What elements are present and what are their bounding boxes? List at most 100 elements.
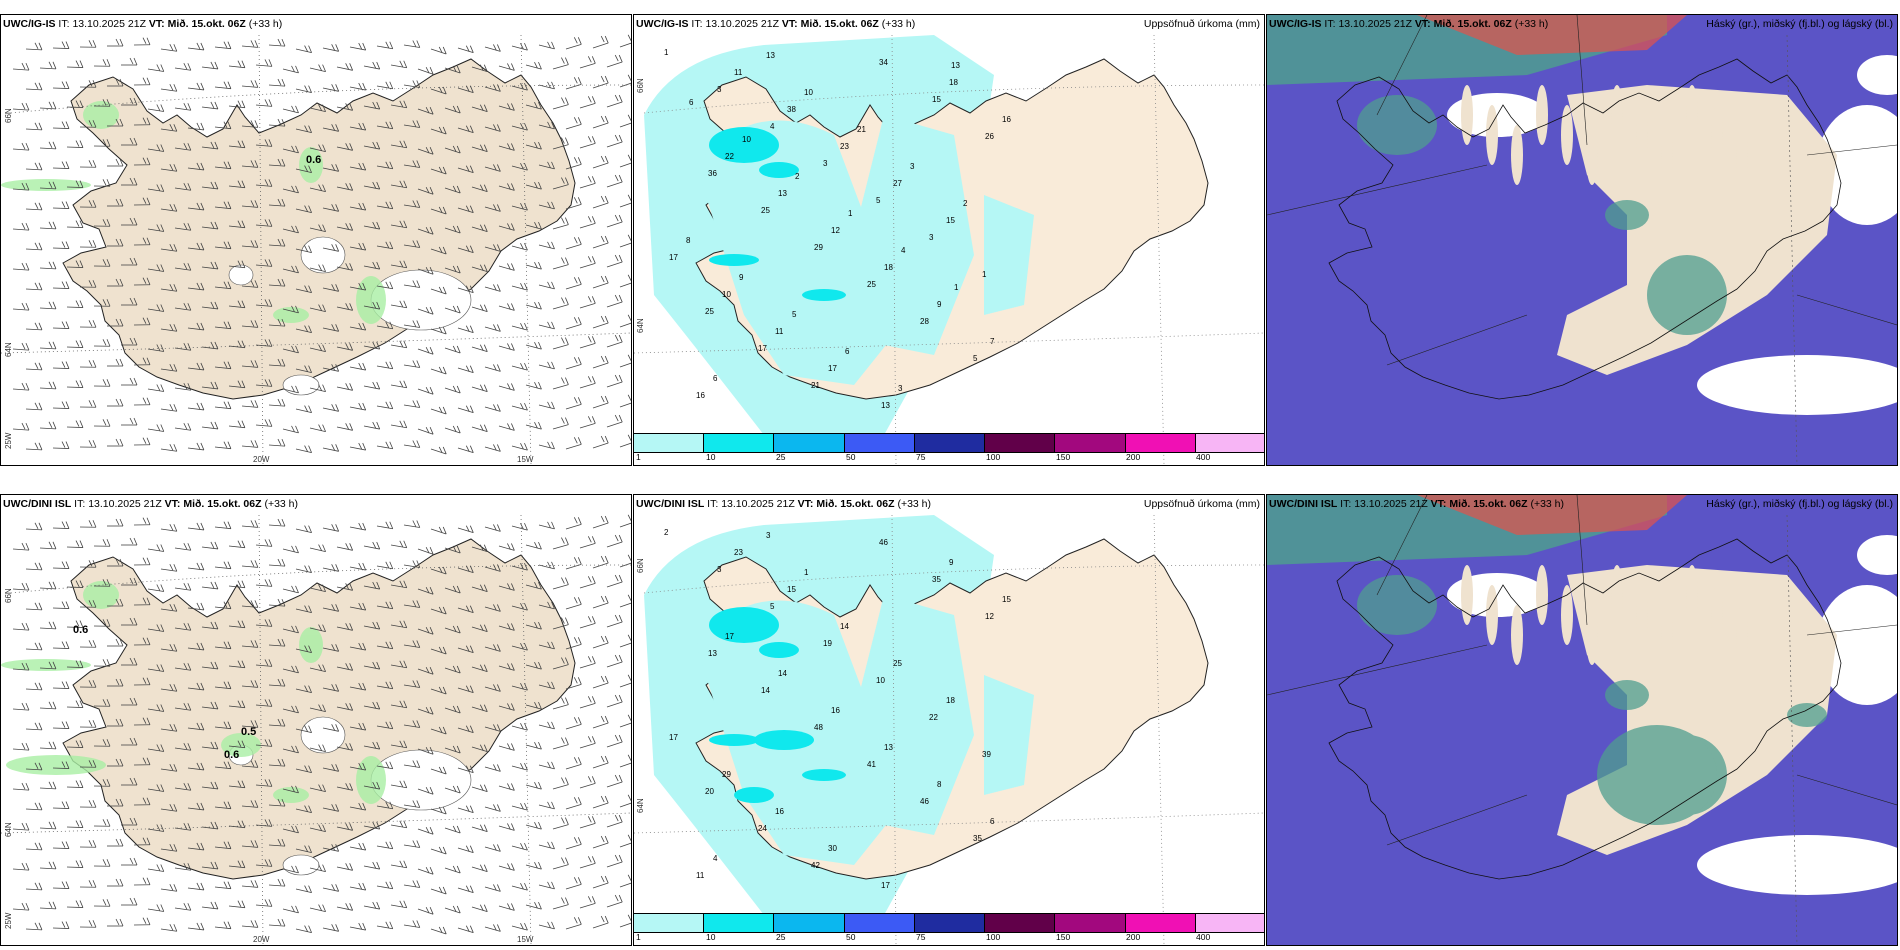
precip-value-label: 7 (990, 337, 995, 346)
precip-value-label: 16 (1002, 115, 1011, 124)
light-precip-areas (1, 101, 386, 324)
scale-tick-label: 50 (846, 932, 856, 942)
precip-value-label: 6 (689, 98, 694, 107)
scale-swatch (774, 434, 845, 452)
precip-value-label: 34 (879, 58, 888, 67)
precip-value-label: 19 (823, 639, 832, 648)
precip-value-label: 36 (708, 169, 717, 178)
precip-value-label: 10 (722, 290, 731, 299)
cloud-panel-dini: UWC/DINI ISL IT: 13.10.2025 21Z VT: Mið.… (1266, 494, 1898, 946)
precip-value-label: 18 (884, 263, 893, 272)
precip-value-label: 6 (713, 374, 718, 383)
precip-value-label: 9 (937, 300, 942, 309)
precip-color-scale: 1 10 25 50 75 100 150 200 400 (634, 433, 1264, 465)
scale-swatch (774, 914, 845, 932)
precip-value-label: 1 (804, 568, 809, 577)
precip-value-label: 17 (669, 253, 678, 262)
scale-tick-label: 100 (986, 932, 1001, 942)
precip-value-label: 9 (949, 558, 954, 567)
scale-swatch (634, 914, 705, 932)
precip-value-label: 35 (973, 834, 982, 843)
graticule (634, 34, 1264, 465)
graticule-label: 64N (636, 318, 645, 333)
graticule-label: 64N (636, 798, 645, 813)
iceland-landmass (62, 538, 576, 880)
scale-swatch (634, 434, 705, 452)
precip-value-label: 17 (881, 881, 890, 890)
scale-swatch (1125, 434, 1196, 452)
land-visible-streaks (1461, 85, 1748, 185)
clear-sky-areas (1447, 55, 1897, 415)
scale-tick-label: 10 (706, 932, 716, 942)
precip-value-label: 14 (840, 622, 849, 631)
graticule-label: 20W (253, 455, 270, 464)
precip-value-label: 10 (742, 135, 751, 144)
precip-field-land (696, 115, 1034, 386)
wind-panel-ig-is: 0.6 20W 15W 66N 64N 25W UWC/IG-IS IT: 13.10.20… (0, 14, 632, 466)
scale-swatch (704, 914, 775, 932)
precip-value-label: 21 (857, 125, 866, 134)
scale-swatch (1195, 914, 1264, 932)
scale-tick-label: 75 (916, 932, 926, 942)
precip-value-label: 1 (954, 283, 959, 292)
precip-value-label: 46 (920, 797, 929, 806)
scale-tick-label: 150 (1056, 932, 1071, 942)
iceland-landmass (62, 58, 576, 400)
scale-swatch (985, 914, 1056, 932)
iceland-landmass (1557, 85, 1837, 375)
precip-value-label: 17 (669, 733, 678, 742)
precip-value-label: 25 (867, 280, 876, 289)
graticule-label: 66N (4, 588, 13, 603)
precip-value-label: 20 (705, 787, 714, 796)
precip-value-label: 29 (814, 243, 823, 252)
precip-value-label: 15 (932, 95, 941, 104)
scale-tick-label: 50 (846, 452, 856, 462)
scale-swatch (914, 914, 986, 932)
precip-value-label: 3 (766, 531, 771, 540)
glaciers (228, 236, 472, 396)
high-cloud-field (1417, 15, 1687, 55)
precip-value-label: 8 (937, 780, 942, 789)
graticule-label: 25W (4, 912, 13, 929)
scale-swatch (1055, 914, 1126, 932)
precip-value-label: 22 (725, 152, 734, 161)
precip-value-label: 25 (893, 659, 902, 668)
precip-value-label: 6 (990, 817, 995, 826)
precip-value-label: 23 (734, 548, 743, 557)
wind-map: 0.60.50.6 (1, 514, 631, 945)
precip-value-label: 3 (898, 384, 903, 393)
scale-swatch (914, 434, 986, 452)
precip-value-label: 13 (708, 649, 717, 658)
graticule-label: 15W (517, 455, 534, 464)
precip-value-label: 2 (795, 172, 800, 181)
precip-value-label: 28 (920, 317, 929, 326)
precip-value-label: 5 (876, 196, 881, 205)
precip-value-label: 15 (1002, 595, 1011, 604)
wind-barbs (12, 514, 631, 935)
precip-value-label: 25 (705, 307, 714, 316)
precip-value-label: 3 (823, 159, 828, 168)
precip-value-label: 3 (717, 85, 722, 94)
precip-value-label: 13 (778, 189, 787, 198)
precip-value-label: 21 (811, 381, 820, 390)
graticule-label: 64N (4, 342, 13, 357)
precip-value-label: 17 (725, 632, 734, 641)
scale-swatch (1125, 914, 1196, 932)
precip-value-label: 17 (758, 344, 767, 353)
precip-value-label: 18 (946, 696, 955, 705)
iceland-coastline (1328, 538, 1842, 880)
precip-value-label: 0.6 (224, 749, 239, 761)
precip-value-label: 1 (982, 270, 987, 279)
precip-value-label: 0.6 (306, 154, 321, 166)
precip-value-label: 16 (775, 807, 784, 816)
precip-value-label: 4 (713, 854, 718, 863)
precip-value-label: 16 (696, 391, 705, 400)
wind-panel-dini: 0.6 0.5 0.6 20W 15W 66N 64N 25W UWC/DINI ISL IT:… (0, 494, 632, 946)
precip-value-label: 14 (761, 686, 770, 695)
precip-value-label: 10 (876, 676, 885, 685)
scale-tick-label: 25 (776, 932, 786, 942)
precip-value-label: 13 (881, 401, 890, 410)
scale-swatch (844, 434, 915, 452)
precip-field-moderate (709, 607, 846, 803)
precip-map: 2351910223920244246351213144841463511231… (634, 514, 1264, 945)
